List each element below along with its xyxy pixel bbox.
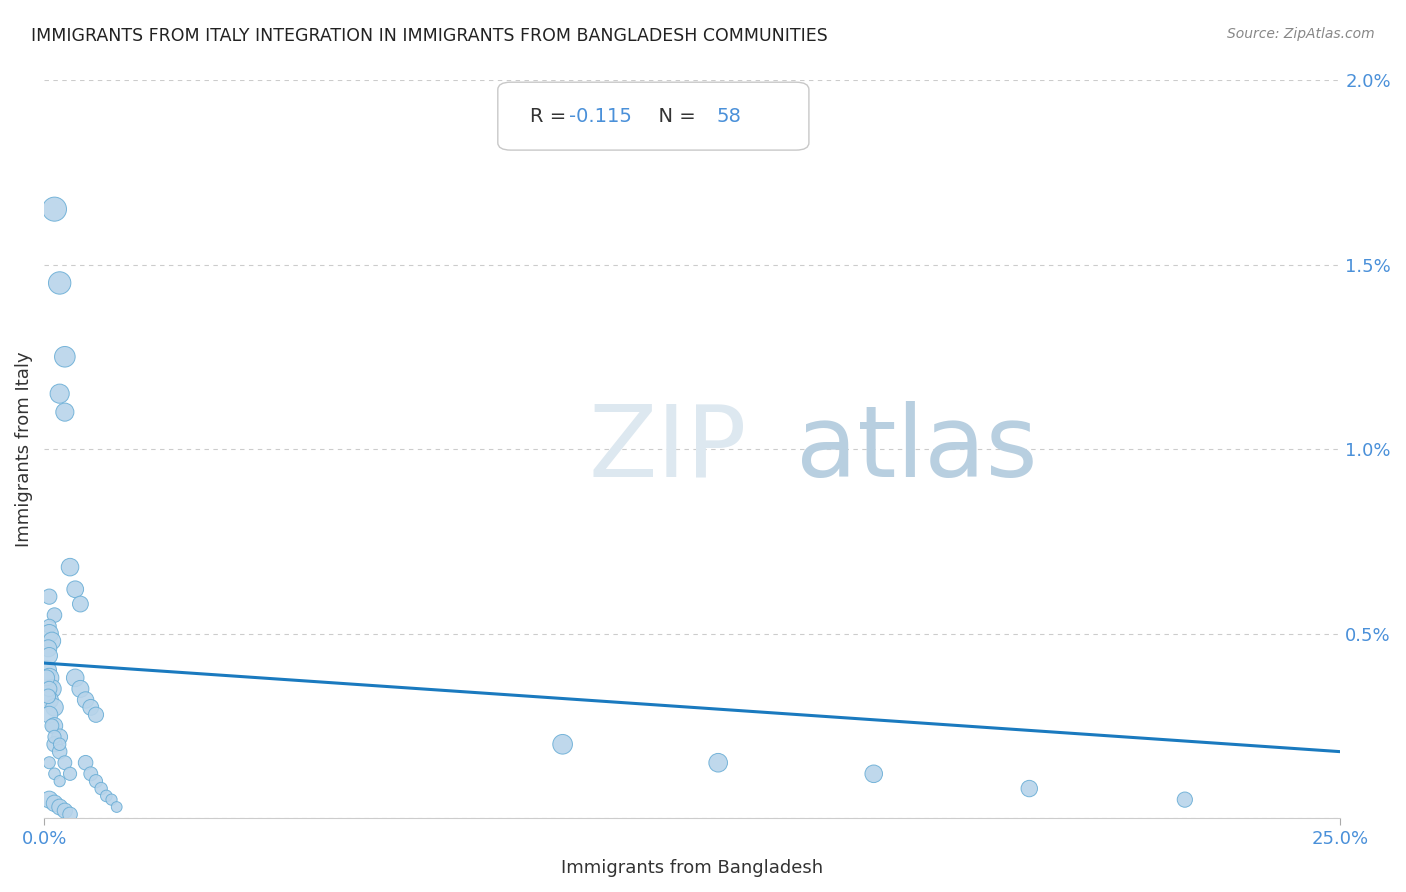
Point [59, 560, 82, 574]
Point [1018, 781, 1040, 796]
Point [1174, 792, 1197, 806]
Point [59, 766, 82, 780]
Point [44, 730, 66, 744]
Point [41, 719, 63, 733]
Point [100, 792, 122, 806]
Point [53, 804, 76, 818]
Point [38, 681, 60, 696]
Point [41, 634, 63, 648]
Point [90, 781, 112, 796]
Text: 58: 58 [717, 107, 742, 126]
Point [44, 608, 66, 623]
Point [75, 756, 97, 770]
Point [53, 756, 76, 770]
Y-axis label: Immigrants from Italy: Immigrants from Italy [15, 351, 32, 547]
Point [44, 202, 66, 216]
Point [38, 619, 60, 633]
Text: R =: R = [530, 107, 572, 126]
Point [48, 745, 70, 759]
Text: -0.115: -0.115 [569, 107, 631, 126]
Point [65, 582, 87, 597]
Text: Source: ZipAtlas.com: Source: ZipAtlas.com [1227, 27, 1375, 41]
Point [53, 350, 76, 364]
Point [862, 766, 884, 780]
Point [38, 792, 60, 806]
Point [48, 276, 70, 290]
Point [69, 681, 91, 696]
FancyBboxPatch shape [498, 82, 808, 150]
Point [80, 766, 103, 780]
Point [59, 807, 82, 822]
Point [48, 737, 70, 751]
Point [53, 405, 76, 419]
Point [48, 774, 70, 789]
Point [38, 707, 60, 722]
Point [84, 707, 107, 722]
Point [65, 671, 87, 685]
X-axis label: Immigrants from Bangladesh: Immigrants from Bangladesh [561, 859, 824, 877]
Point [37, 641, 59, 656]
Point [707, 756, 730, 770]
Point [38, 626, 60, 640]
Point [44, 766, 66, 780]
Point [44, 737, 66, 751]
Text: IMMIGRANTS FROM ITALY INTEGRATION IN IMMIGRANTS FROM BANGLADESH COMMUNITIES: IMMIGRANTS FROM ITALY INTEGRATION IN IMM… [31, 27, 828, 45]
Text: N =: N = [645, 107, 702, 126]
Point [75, 693, 97, 707]
Point [38, 756, 60, 770]
Point [35, 664, 58, 678]
Point [80, 700, 103, 714]
Point [105, 800, 128, 814]
Point [48, 800, 70, 814]
Point [38, 648, 60, 663]
Point [551, 737, 574, 751]
Point [84, 774, 107, 789]
Point [48, 386, 70, 401]
Point [48, 730, 70, 744]
Point [44, 700, 66, 714]
Point [37, 690, 59, 704]
Point [38, 693, 60, 707]
Point [41, 681, 63, 696]
Point [35, 671, 58, 685]
Text: atlas: atlas [796, 401, 1038, 498]
Text: ZIP: ZIP [589, 401, 747, 498]
Point [38, 671, 60, 685]
Point [69, 597, 91, 611]
Point [44, 797, 66, 811]
Point [38, 590, 60, 604]
Point [96, 789, 118, 803]
Point [44, 719, 66, 733]
